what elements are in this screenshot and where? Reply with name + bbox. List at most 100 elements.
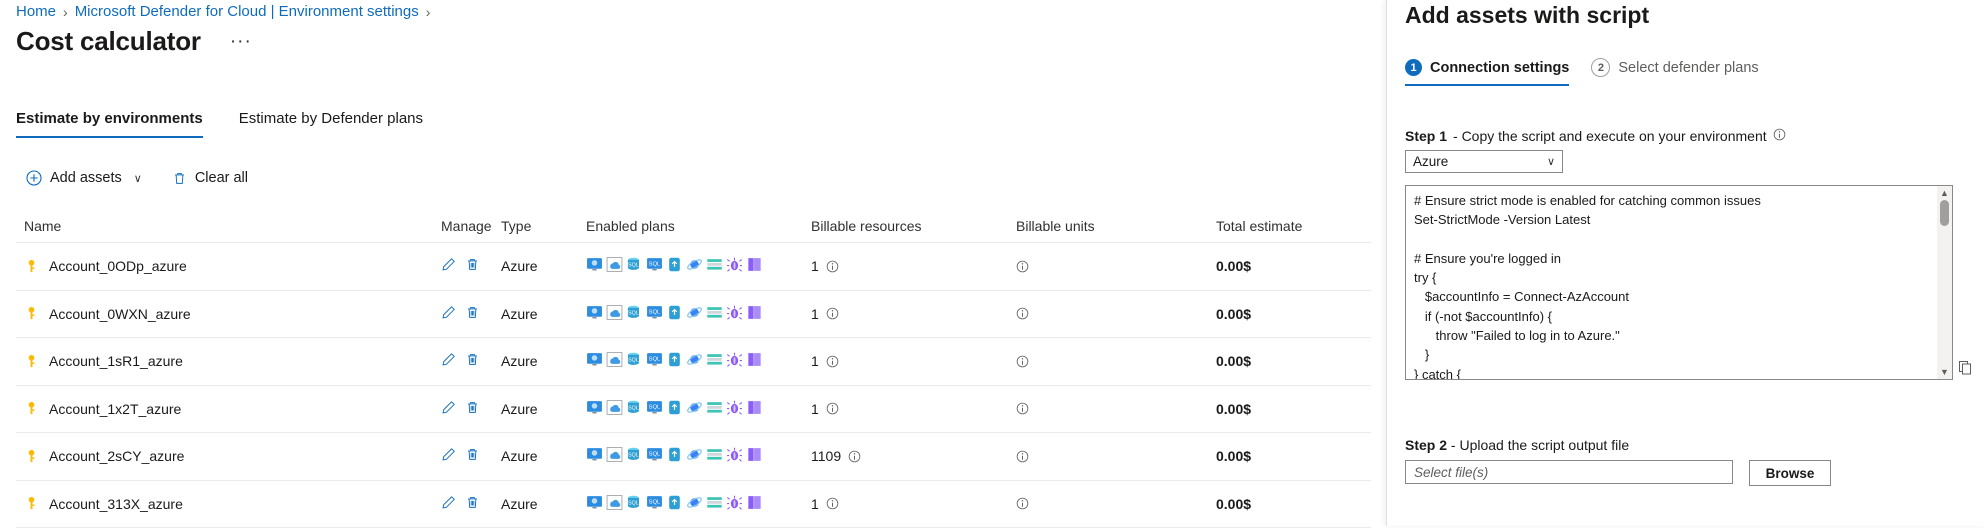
plan-icon-servers-icon[interactable] bbox=[586, 494, 603, 514]
edit-icon[interactable] bbox=[441, 257, 456, 275]
info-icon[interactable] bbox=[1016, 402, 1029, 415]
plan-icon-sql-database-icon[interactable]: SQL bbox=[626, 446, 643, 466]
environment-select[interactable]: Azure ∨ bbox=[1405, 150, 1563, 173]
delete-icon[interactable] bbox=[465, 352, 480, 370]
plan-icon-containers-icon[interactable] bbox=[706, 494, 723, 514]
column-header-enabled-plans[interactable]: Enabled plans bbox=[586, 218, 811, 242]
scroll-up-icon[interactable]: ▲ bbox=[1940, 186, 1949, 200]
plan-icon-sql-database-icon[interactable]: SQL bbox=[626, 494, 643, 514]
plan-icon-sql-servers-icon[interactable]: SQL bbox=[646, 351, 663, 371]
plan-icon-resource-manager-icon[interactable] bbox=[746, 351, 763, 371]
plan-icon-servers-icon[interactable] bbox=[586, 399, 603, 419]
plan-icon-servers-icon[interactable] bbox=[586, 256, 603, 276]
column-header-billable-units[interactable]: Billable units bbox=[1016, 218, 1216, 242]
clear-all-button[interactable]: Clear all bbox=[172, 170, 248, 186]
plan-icon-storage-icon[interactable] bbox=[666, 304, 683, 324]
edit-icon[interactable] bbox=[441, 305, 456, 323]
info-icon[interactable] bbox=[826, 355, 839, 368]
plan-icon-cloud-posture-icon[interactable] bbox=[606, 446, 623, 466]
plan-icon-resource-manager-icon[interactable] bbox=[746, 304, 763, 324]
plan-icon-apis-icon[interactable] bbox=[686, 304, 703, 324]
column-header-total-estimate[interactable]: Total estimate bbox=[1216, 218, 1302, 242]
step-tab-select-defender-plans[interactable]: 2 Select defender plans bbox=[1591, 58, 1758, 86]
column-header-name[interactable]: Name bbox=[16, 218, 441, 242]
plan-icon-malware-icon[interactable] bbox=[726, 351, 743, 371]
plan-icon-cloud-posture-icon[interactable] bbox=[606, 351, 623, 371]
plan-icon-malware-icon[interactable] bbox=[726, 304, 743, 324]
file-select-input[interactable]: Select file(s) bbox=[1405, 460, 1733, 484]
plan-icon-apis-icon[interactable] bbox=[686, 399, 703, 419]
plan-icon-resource-manager-icon[interactable] bbox=[746, 494, 763, 514]
info-icon[interactable] bbox=[1773, 128, 1786, 144]
edit-icon[interactable] bbox=[441, 400, 456, 418]
plan-icon-malware-icon[interactable] bbox=[726, 446, 743, 466]
plan-icon-containers-icon[interactable] bbox=[706, 446, 723, 466]
plan-icon-sql-database-icon[interactable]: SQL bbox=[626, 399, 643, 419]
column-header-type[interactable]: Type bbox=[501, 218, 586, 242]
plan-icon-servers-icon[interactable] bbox=[586, 446, 603, 466]
plan-icon-storage-icon[interactable] bbox=[666, 256, 683, 276]
step-tab-connection-settings[interactable]: 1 Connection settings bbox=[1405, 58, 1569, 86]
plan-icon-servers-icon[interactable] bbox=[586, 351, 603, 371]
delete-icon[interactable] bbox=[465, 400, 480, 418]
info-icon[interactable] bbox=[1016, 355, 1029, 368]
scroll-down-icon[interactable]: ▼ bbox=[1940, 365, 1949, 379]
plan-icon-servers-icon[interactable] bbox=[586, 304, 603, 324]
tab-estimate-by-defender-plans[interactable]: Estimate by Defender plans bbox=[221, 110, 441, 138]
plan-icon-sql-servers-icon[interactable]: SQL bbox=[646, 304, 663, 324]
add-assets-button[interactable]: Add assets ∨ bbox=[26, 170, 142, 186]
plan-icon-storage-icon[interactable] bbox=[666, 351, 683, 371]
column-header-billable-resources[interactable]: Billable resources bbox=[811, 218, 1016, 242]
plan-icon-storage-icon[interactable] bbox=[666, 494, 683, 514]
edit-icon[interactable] bbox=[441, 352, 456, 370]
delete-icon[interactable] bbox=[465, 305, 480, 323]
plan-icon-storage-icon[interactable] bbox=[666, 446, 683, 466]
info-icon[interactable] bbox=[1016, 450, 1029, 463]
info-icon[interactable] bbox=[826, 402, 839, 415]
plan-icon-apis-icon[interactable] bbox=[686, 446, 703, 466]
plan-icon-cloud-posture-icon[interactable] bbox=[606, 304, 623, 324]
tab-estimate-by-environments[interactable]: Estimate by environments bbox=[16, 110, 221, 138]
plan-icon-malware-icon[interactable] bbox=[726, 256, 743, 276]
info-icon[interactable] bbox=[826, 307, 839, 320]
delete-icon[interactable] bbox=[465, 257, 480, 275]
plan-icon-cloud-posture-icon[interactable] bbox=[606, 256, 623, 276]
info-icon[interactable] bbox=[826, 497, 839, 510]
script-textarea[interactable]: # Ensure strict mode is enabled for catc… bbox=[1405, 185, 1953, 380]
breadcrumb-item-environment-settings[interactable]: Microsoft Defender for Cloud | Environme… bbox=[75, 3, 419, 20]
browse-button[interactable]: Browse bbox=[1749, 460, 1831, 486]
info-icon[interactable] bbox=[1016, 260, 1029, 273]
plan-icon-resource-manager-icon[interactable] bbox=[746, 446, 763, 466]
column-header-manage[interactable]: Manage bbox=[441, 218, 501, 242]
plan-icon-containers-icon[interactable] bbox=[706, 256, 723, 276]
plan-icon-apis-icon[interactable] bbox=[686, 256, 703, 276]
plan-icon-sql-database-icon[interactable]: SQL bbox=[626, 304, 643, 324]
edit-icon[interactable] bbox=[441, 495, 456, 513]
edit-icon[interactable] bbox=[441, 447, 456, 465]
delete-icon[interactable] bbox=[465, 495, 480, 513]
copy-icon[interactable] bbox=[1957, 359, 1973, 380]
plan-icon-apis-icon[interactable] bbox=[686, 351, 703, 371]
plan-icon-cloud-posture-icon[interactable] bbox=[606, 399, 623, 419]
plan-icon-sql-servers-icon[interactable]: SQL bbox=[646, 256, 663, 276]
scrollbar-thumb[interactable] bbox=[1940, 200, 1949, 226]
plan-icon-containers-icon[interactable] bbox=[706, 351, 723, 371]
plan-icon-containers-icon[interactable] bbox=[706, 304, 723, 324]
plan-icon-resource-manager-icon[interactable] bbox=[746, 256, 763, 276]
plan-icon-resource-manager-icon[interactable] bbox=[746, 399, 763, 419]
plan-icon-sql-servers-icon[interactable]: SQL bbox=[646, 399, 663, 419]
info-icon[interactable] bbox=[826, 260, 839, 273]
plan-icon-malware-icon[interactable] bbox=[726, 399, 743, 419]
plan-icon-sql-database-icon[interactable]: SQL bbox=[626, 351, 643, 371]
plan-icon-containers-icon[interactable] bbox=[706, 399, 723, 419]
script-scrollbar[interactable]: ▲ ▼ bbox=[1937, 186, 1952, 379]
delete-icon[interactable] bbox=[465, 447, 480, 465]
info-icon[interactable] bbox=[848, 450, 861, 463]
info-icon[interactable] bbox=[1016, 497, 1029, 510]
breadcrumb-item-home[interactable]: Home bbox=[16, 3, 56, 20]
